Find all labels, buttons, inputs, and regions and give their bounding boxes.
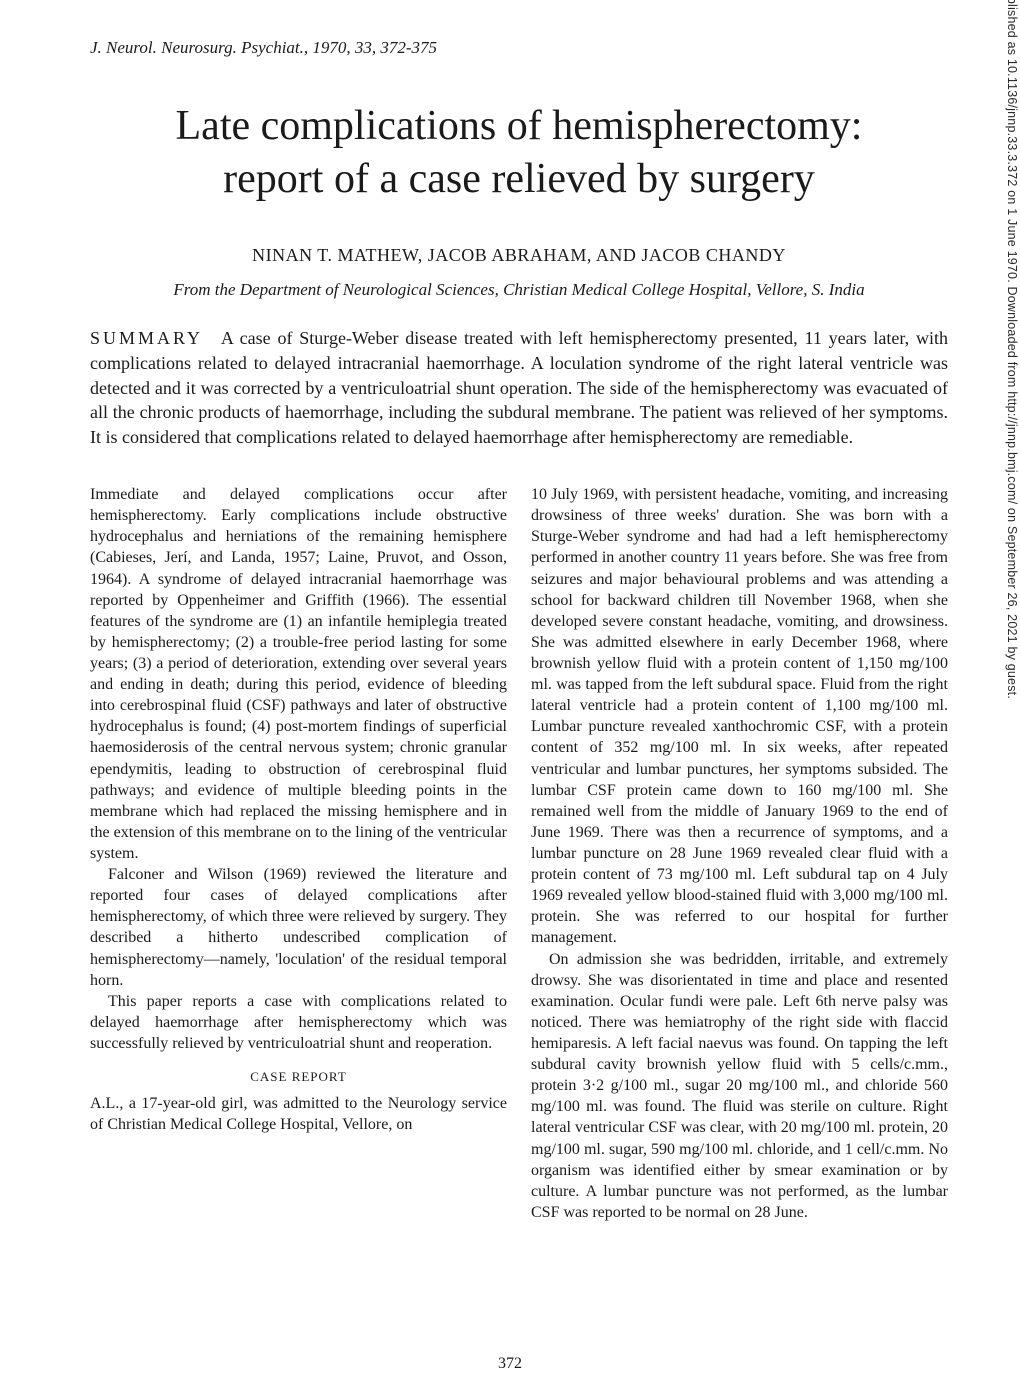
title-line-2: report of a case relieved by surgery	[223, 156, 815, 202]
page-number: 372	[498, 1355, 522, 1373]
right-column: 10 July 1969, with persistent headache, …	[531, 484, 948, 1223]
summary-text: A case of Sturge-Weber disease treated w…	[90, 328, 948, 447]
body-paragraph: A.L., a 17-year-old girl, was admitted t…	[90, 1093, 507, 1135]
body-paragraph: On admission she was bedridden, irritabl…	[531, 949, 948, 1223]
author-names: NINAN T. MATHEW, JACOB ABRAHAM, AND JACO…	[90, 245, 948, 266]
body-paragraph: Immediate and delayed complications occu…	[90, 484, 507, 864]
title-line-1: Late complications of hemispherectomy:	[176, 103, 863, 149]
summary-block: SUMMARY A case of Sturge-Weber disease t…	[90, 326, 948, 450]
affiliation: From the Department of Neurological Scie…	[90, 280, 948, 300]
download-watermark: J Neurol Neurosurg Psychiatry: first pub…	[1005, 0, 1019, 699]
case-report-heading: CASE REPORT	[90, 1068, 507, 1085]
journal-reference: J. Neurol. Neurosurg. Psychiat., 1970, 3…	[90, 38, 948, 58]
body-paragraph: Falconer and Wilson (1969) reviewed the …	[90, 864, 507, 991]
body-paragraph: This paper reports a case with complicat…	[90, 991, 507, 1054]
left-column: Immediate and delayed complications occu…	[90, 484, 507, 1223]
summary-label: SUMMARY	[90, 328, 203, 348]
two-column-body: Immediate and delayed complications occu…	[90, 484, 948, 1223]
article-title: Late complications of hemispherectomy: r…	[90, 100, 948, 205]
body-paragraph: 10 July 1969, with persistent headache, …	[531, 484, 948, 948]
